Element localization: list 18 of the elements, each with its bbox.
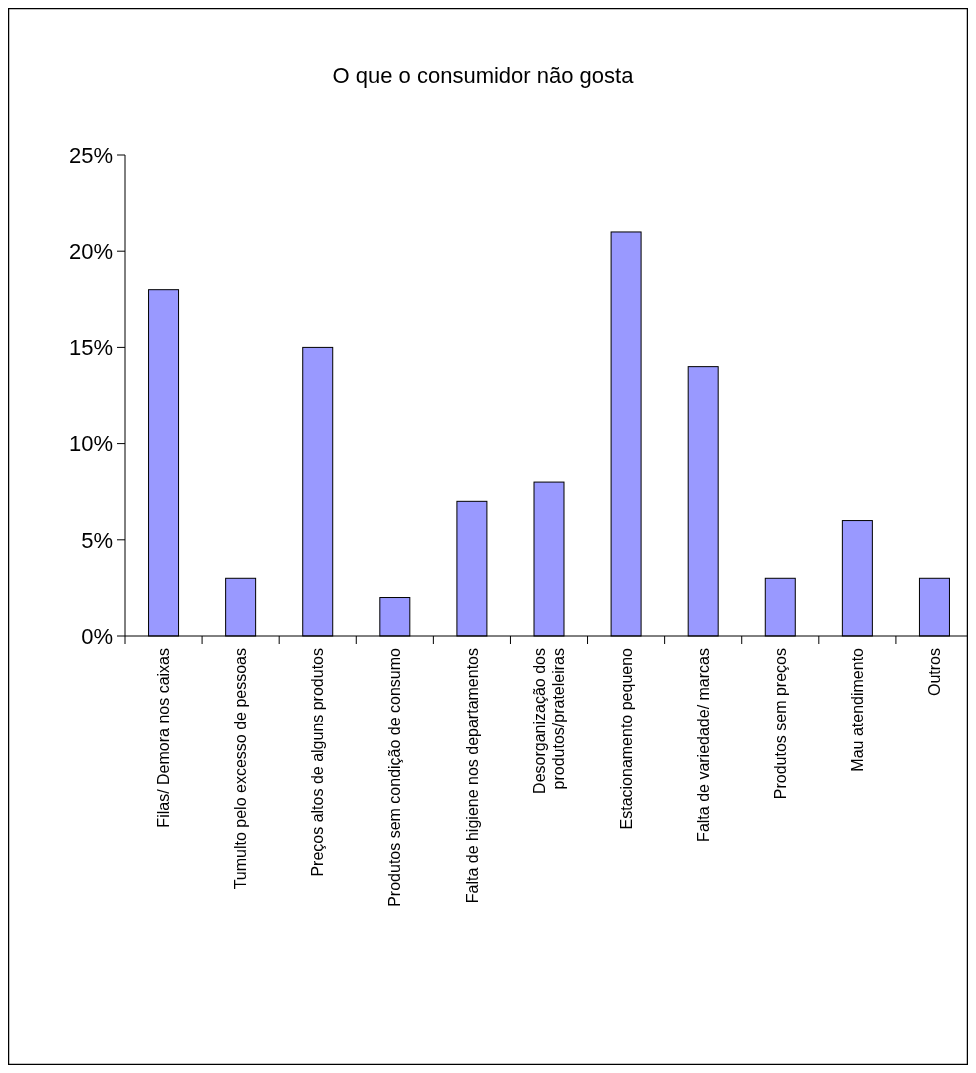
x-tick-label: Outros — [926, 648, 944, 697]
x-tick-label: Preços altos de alguns produtos — [309, 648, 327, 877]
x-tick-label: Desorganização dos produtos/prateleiras — [531, 648, 568, 794]
x-tick-label: Falta de variedade/ marcas — [694, 648, 712, 842]
y-tick-label: 20% — [68, 238, 113, 264]
chart-title: O que o consumidor não gosta — [332, 63, 635, 88]
y-tick-label: 15% — [68, 335, 113, 361]
y-tick-label: 25% — [68, 142, 113, 168]
x-tick-label: Produtos sem condição de consumo — [386, 647, 404, 907]
x-tick-label: Filas/ Demora nos caixas — [155, 648, 173, 828]
y-tick-label: 0% — [81, 623, 113, 649]
x-tick-label: Estacionamento pequeno — [617, 647, 635, 830]
x-tick-label: Produtos sem preços — [771, 648, 789, 800]
x-tick-label: Falta de higiene nos departamentos — [463, 648, 481, 904]
y-tick-label: 5% — [81, 527, 113, 553]
x-tick-label: Mau atendimento — [848, 647, 866, 772]
x-tick-label: Tumulto pelo excesso de pessoas — [232, 648, 250, 890]
y-tick-label: 10% — [68, 431, 113, 457]
